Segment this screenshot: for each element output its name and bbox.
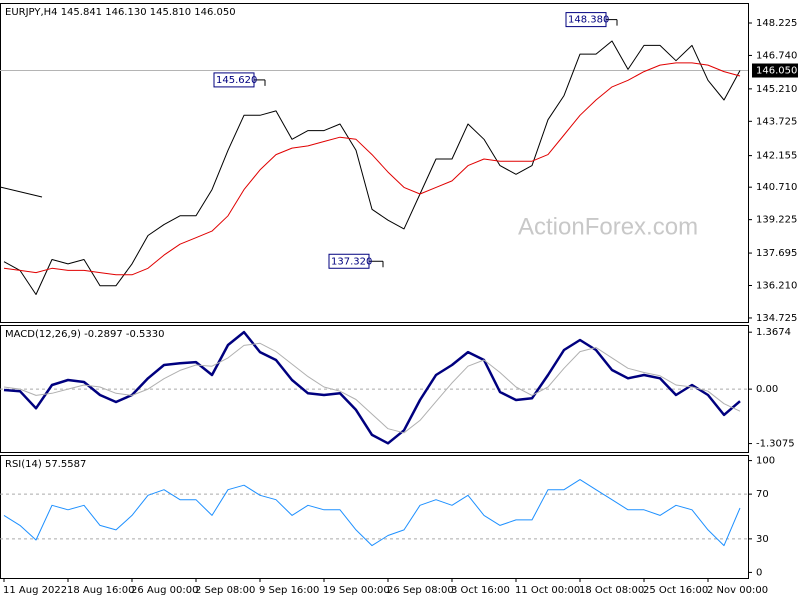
panel-frame bbox=[0, 455, 749, 579]
panel-title: EURJPY,H4 145.841 146.130 145.810 146.05… bbox=[5, 7, 236, 18]
series-line bbox=[3, 330, 741, 445]
y-tick-label: -1.3075 bbox=[756, 439, 795, 450]
x-tick-label: 2 Sep 08:00 bbox=[195, 585, 255, 596]
y-tick-label: 134.725 bbox=[756, 313, 797, 324]
x-tick-label: 11 Aug 2022 bbox=[3, 585, 67, 596]
x-tick-label: 19 Sep 00:00 bbox=[323, 585, 390, 596]
y-tick-label: 139.225 bbox=[756, 215, 797, 226]
annotation-label: 148.380 bbox=[568, 15, 609, 26]
series-line bbox=[3, 62, 741, 276]
y-tick-label: 146.740 bbox=[756, 50, 797, 61]
x-tick-label: 3 Oct 16:00 bbox=[451, 585, 510, 596]
annotation-box bbox=[213, 72, 255, 88]
y-tick-label: 70 bbox=[756, 489, 769, 500]
trend-line bbox=[0, 186, 43, 198]
y-tick-label: 148.225 bbox=[756, 18, 797, 29]
x-tick-label: 26 Aug 00:00 bbox=[131, 585, 198, 596]
y-tick-label: 0.00 bbox=[756, 384, 778, 395]
y-tick-label: 30 bbox=[756, 534, 769, 545]
y-tick-label: 136.210 bbox=[756, 281, 797, 292]
y-tick-label: 145.210 bbox=[756, 84, 797, 95]
annotation-box bbox=[565, 12, 607, 28]
series-line bbox=[3, 479, 741, 547]
annotation-label: 137.320 bbox=[331, 256, 372, 267]
x-tick-label: 9 Sep 16:00 bbox=[259, 585, 319, 596]
panel-title: RSI(14) 57.5587 bbox=[5, 459, 86, 470]
x-tick-label: 18 Oct 08:00 bbox=[579, 585, 644, 596]
y-tick-label: 137.695 bbox=[756, 248, 797, 259]
y-tick-label: 100 bbox=[756, 456, 775, 467]
x-tick-label: 2 Nov 00:00 bbox=[707, 585, 768, 596]
last-price-box bbox=[752, 63, 798, 78]
x-tick-label: 11 Oct 00:00 bbox=[515, 585, 580, 596]
x-tick-label: 26 Sep 08:00 bbox=[387, 585, 454, 596]
x-tick-label: 18 Aug 16:00 bbox=[67, 585, 134, 596]
series-line bbox=[3, 40, 741, 295]
panel-frame bbox=[0, 3, 749, 323]
panel-title: MACD(12,26,9) -0.2897 -0.5330 bbox=[5, 329, 165, 340]
y-tick-label: 140.710 bbox=[756, 182, 797, 193]
x-tick-label: 25 Oct 16:00 bbox=[643, 585, 708, 596]
series-line bbox=[3, 342, 741, 434]
watermark: ActionForex.com bbox=[518, 213, 698, 240]
y-tick-label: 142.155 bbox=[756, 151, 797, 162]
y-tick-label: 0 bbox=[756, 567, 762, 578]
annotation-label: 145.620 bbox=[216, 75, 257, 86]
y-tick-label: 143.725 bbox=[756, 116, 797, 127]
y-tick-label: 1.3674 bbox=[756, 327, 791, 338]
last-price-label: 146.050 bbox=[756, 66, 797, 77]
annotation-box bbox=[328, 253, 370, 269]
